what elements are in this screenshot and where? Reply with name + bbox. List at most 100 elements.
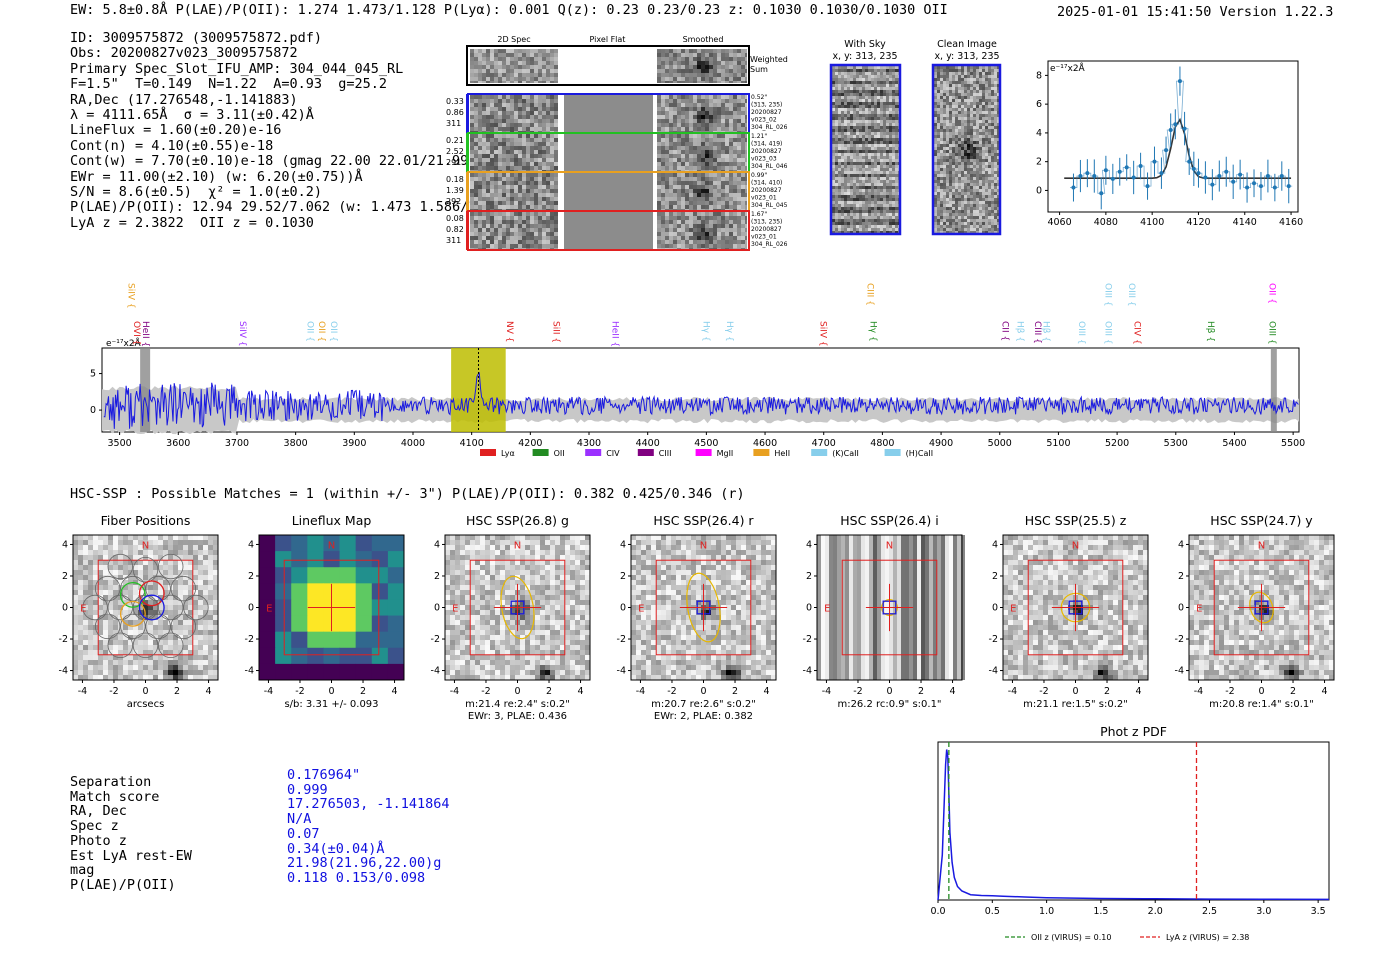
hsc-stripe bbox=[961, 535, 965, 680]
hsc-x-tick-label: 0 bbox=[886, 686, 892, 697]
linefit-data-point bbox=[1110, 176, 1115, 181]
hsc-y-tick-label: 2 bbox=[62, 571, 68, 582]
fiber-side-value: 292 bbox=[446, 197, 461, 206]
match-labels: Separation Match score RA, Dec Spec z Photo … bbox=[70, 775, 192, 893]
spectrum-line-id-label: CIV { bbox=[1132, 321, 1142, 345]
hsc-source-ellipse bbox=[686, 572, 721, 643]
spectrum-x-tick-label: 3700 bbox=[225, 438, 249, 449]
lineflux-cell bbox=[275, 535, 292, 552]
spectrum-x-tick-label: 4300 bbox=[577, 438, 601, 449]
hsc-y-tick-label: -4 bbox=[1175, 666, 1184, 677]
lineflux-cell bbox=[275, 647, 292, 665]
lineflux-cell bbox=[371, 551, 389, 568]
match-label: mag bbox=[70, 862, 95, 879]
linefit-data-point bbox=[1182, 126, 1187, 131]
spectrum-line-id-label: OII { bbox=[304, 321, 314, 342]
photz-x-tick-label: 3.5 bbox=[1311, 906, 1326, 917]
linefit-data-point bbox=[1092, 174, 1097, 179]
fiber-side-value: 1.39 bbox=[446, 186, 464, 195]
fiber-circle bbox=[132, 556, 159, 583]
hsc-stripe bbox=[825, 535, 829, 680]
fiber-side-value: 0.18 bbox=[446, 175, 464, 184]
fiber-circle bbox=[158, 594, 184, 621]
lineflux-cell bbox=[339, 551, 357, 568]
hsc-panel-title: HSC SSP(24.7) y bbox=[1210, 513, 1313, 528]
hsc-y-tick-label: 2 bbox=[992, 571, 998, 582]
fiber-side-value: 0.21 bbox=[446, 136, 464, 145]
linefit-data-point bbox=[1071, 185, 1076, 190]
spectrum-line-id-label: OII { bbox=[316, 321, 326, 342]
match-value: 17.276503, -1.141864 bbox=[287, 796, 450, 813]
hsc-x-tick-label: 2 bbox=[360, 686, 366, 697]
spectrum-line-id-label: CII { bbox=[1000, 321, 1010, 341]
lineflux-cell bbox=[275, 567, 292, 584]
clean-image bbox=[934, 66, 999, 233]
fiber-note: (313, 235) bbox=[751, 219, 782, 226]
hsc-y-tick-label: 4 bbox=[1178, 539, 1184, 550]
hsc-cutout-image bbox=[1189, 535, 1334, 680]
lineflux-cell bbox=[339, 567, 357, 584]
full-spectrum-plot: e⁻¹⁷x2Å 3500 3600 3700 3800 3900 4000 4100 4200 4… bbox=[90, 283, 1305, 458]
detection-info: ID: 3009575872 (3009575872.pdf) Obs: 2020… bbox=[70, 30, 517, 231]
fiber-smoothed bbox=[657, 212, 747, 249]
match-label: Separation bbox=[70, 774, 152, 790]
fiber-circle bbox=[183, 594, 209, 621]
spectrum-x-tick-label: 3500 bbox=[108, 438, 132, 449]
hsc-stripe bbox=[949, 535, 953, 680]
fiber-note: 0.52" bbox=[751, 94, 767, 101]
linefit-data-point bbox=[1210, 182, 1215, 187]
lineflux-cell bbox=[339, 583, 357, 600]
fiber-circle bbox=[82, 594, 108, 621]
spectrum-x-tick-label: 5400 bbox=[1222, 438, 1246, 449]
spectrum-line-id-label: HeII { bbox=[609, 321, 619, 347]
photz-x-tick-label: 1.5 bbox=[1093, 906, 1108, 917]
spectrum-y-tick-label: 0 bbox=[90, 405, 96, 416]
hsc-y-tick-label: -2 bbox=[617, 634, 626, 645]
linefit-data-point bbox=[1265, 174, 1270, 179]
hsc-stripe bbox=[913, 535, 917, 680]
spectrum-line-id-label: OII { bbox=[1267, 283, 1277, 304]
lineflux-cell bbox=[371, 583, 389, 600]
lineflux-cell bbox=[371, 663, 389, 681]
with-sky-image bbox=[832, 66, 899, 233]
header-timestamp-version: 2025-01-01 15:41:50 Version 1.22.3 bbox=[1057, 4, 1334, 20]
lineflux-cell bbox=[355, 599, 373, 617]
linefit-data-point bbox=[1145, 184, 1150, 189]
spectrum-line-id-label: OIII { bbox=[1126, 283, 1136, 307]
hsc-x-tick-label: 0 bbox=[514, 686, 520, 697]
hsc-stripe bbox=[921, 535, 925, 680]
info-line: Cont(w) = 7.70(±0.10)e-18 (gmag 22.00 22… bbox=[70, 153, 477, 170]
fiber-circle bbox=[107, 553, 133, 580]
linefit-data-point bbox=[1238, 172, 1243, 177]
match-label: Photo z bbox=[70, 832, 127, 849]
linefit-data-point bbox=[1078, 174, 1083, 179]
linefit-data-point bbox=[1196, 171, 1201, 176]
fiber-note: v023_03 bbox=[751, 156, 777, 163]
hsc-y-tick-label: 0 bbox=[62, 603, 68, 614]
hsc-search-box bbox=[97, 559, 194, 656]
photz-x-tick-label: 0.5 bbox=[985, 906, 1000, 917]
spectrum-legend-label: (H)CaII bbox=[906, 449, 933, 458]
hsc-x-tick-label: 4 bbox=[578, 686, 584, 697]
spectrum-line-id-label: SiIV { bbox=[125, 283, 135, 309]
spectrum-line-id-label: OII { bbox=[328, 321, 338, 342]
weighted-2d-spec bbox=[470, 49, 558, 83]
linefit-data-point bbox=[1152, 159, 1157, 164]
fiber-side-value: 0.33 bbox=[446, 97, 464, 106]
lineflux-cell bbox=[291, 647, 308, 665]
spectrum-line-id: CIII { bbox=[1032, 321, 1042, 344]
linefit-data-point bbox=[1099, 191, 1104, 196]
hsc-x-tick-label: -4 bbox=[822, 686, 831, 697]
linefit-y-tick-label: 4 bbox=[1036, 128, 1042, 139]
hsc-y-tick-label: -4 bbox=[245, 666, 254, 677]
spectrum-x-tick-label: 5200 bbox=[1105, 438, 1129, 449]
hsc-y-tick-label: -4 bbox=[431, 666, 440, 677]
fiber-circle bbox=[158, 553, 184, 580]
fiber-circle bbox=[158, 632, 184, 659]
lineflux-cell bbox=[307, 663, 324, 681]
hsc-y-tick-label: 0 bbox=[248, 603, 254, 614]
spectrum-legend-swatch bbox=[480, 449, 496, 456]
linefit-data-point bbox=[1258, 184, 1263, 189]
lineflux-cell bbox=[323, 663, 341, 681]
